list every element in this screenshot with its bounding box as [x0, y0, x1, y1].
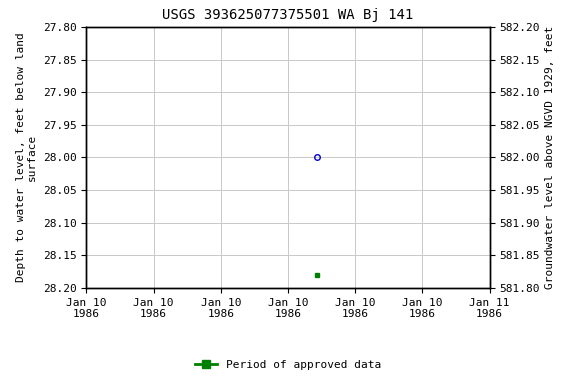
Title: USGS 393625077375501 WA Bj 141: USGS 393625077375501 WA Bj 141 [162, 8, 414, 22]
Legend: Period of approved data: Period of approved data [191, 356, 385, 375]
Y-axis label: Groundwater level above NGVD 1929, feet: Groundwater level above NGVD 1929, feet [545, 26, 555, 289]
Y-axis label: Depth to water level, feet below land
surface: Depth to water level, feet below land su… [16, 33, 37, 282]
